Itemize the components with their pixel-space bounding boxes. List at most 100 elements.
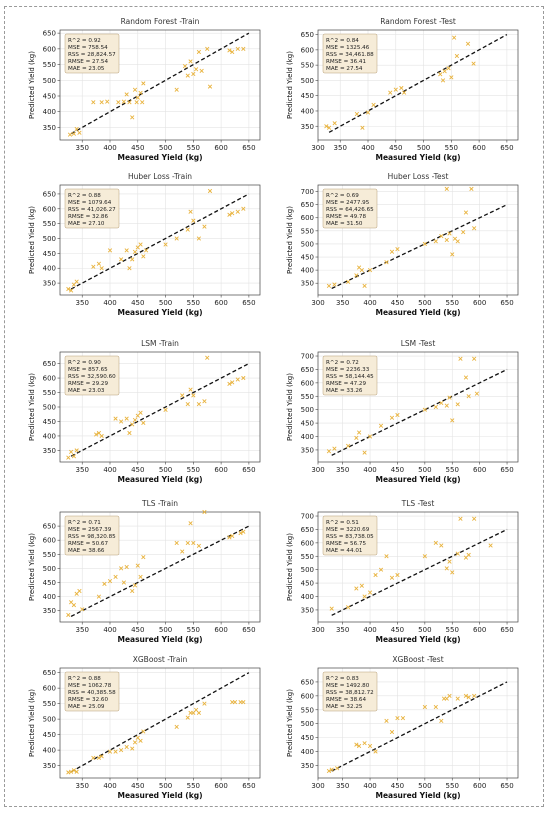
data-point-stroke [455,402,460,407]
data-point-stroke [141,420,146,426]
data-point-stroke [202,701,207,706]
stats-text: RMSE = 27.54 [68,59,108,65]
x-tick-label: 450 [391,299,404,307]
y-axis-label: Predicted Yield (kg) [28,689,36,757]
data-point-stroke [454,53,460,59]
data-point-stroke [71,454,77,459]
data-point [96,755,102,760]
data-point [196,543,202,548]
data-point-stroke [185,227,190,232]
data-point-stroke [472,226,477,231]
data-point-stroke [116,100,121,105]
data-point-stroke [227,381,232,386]
data-point-stroke [196,49,202,55]
data-point [451,35,457,40]
y-tick-label: 650 [43,523,56,531]
y-tick-label: 650 [301,678,314,686]
data-point-stroke [193,707,199,712]
data-point [395,572,400,578]
data-point-stroke [77,588,82,594]
x-tick-label: 300 [311,782,324,790]
data-point-stroke [384,554,389,559]
data-point-stroke [66,286,71,292]
stats-text: RSS = 32,590.60 [68,374,116,380]
x-tick-label: 550 [446,466,459,474]
data-point [472,226,477,231]
data-point-stroke [326,449,332,454]
y-tick-label: 500 [301,406,314,414]
data-point [367,590,373,595]
data-point-stroke [359,583,364,588]
data-point-stroke [329,767,334,772]
data-point [191,218,196,223]
data-point-stroke [360,125,365,130]
data-point-stroke [373,749,378,754]
data-point [116,100,121,105]
data-point [180,549,185,554]
x-tick-label: 600 [473,626,486,634]
data-point [232,699,238,705]
chart-title: TLS -Train [141,499,178,508]
x-tick-label: 350 [76,626,89,634]
stats-box [64,33,120,74]
data-point [138,738,143,743]
data-point [354,742,359,747]
data-point [127,430,132,436]
y-tick-label: 400 [301,593,314,601]
x-tick-label: 600 [473,782,486,790]
x-axis-label: Measured Yield (kg) [117,153,202,162]
data-point-stroke [185,401,190,407]
stats-text: MSE = 1325.46 [326,45,370,51]
data-point [163,407,168,413]
data-point-stroke [188,387,193,392]
data-point [241,206,246,211]
data-point-stroke [241,375,246,381]
x-tick-label: 500 [418,626,431,634]
x-tick-label: 550 [446,299,459,307]
data-point [71,454,77,459]
stats-text: RMSE = 56.75 [326,541,366,547]
data-point-stroke [373,572,378,578]
data-point [121,580,127,585]
data-point [143,248,149,253]
data-point [68,769,74,774]
y-tick-label: 350 [43,124,56,132]
data-point [329,606,334,611]
y-tick-label: 400 [301,107,314,115]
data-point-stroke [332,121,337,126]
data-point-stroke [463,375,469,380]
data-point-stroke [141,555,146,560]
data-point-stroke [335,766,340,771]
data-point [124,92,129,97]
data-point [346,605,351,610]
data-point [196,710,202,716]
data-point-stroke [389,729,395,735]
data-point [118,566,124,571]
data-point-stroke [393,87,398,92]
data-point-stroke [124,744,129,750]
data-point [447,231,452,236]
data-point-stroke [188,209,193,214]
data-point-stroke [472,516,477,521]
reference-line [70,32,250,135]
data-point [442,69,447,74]
data-point [138,90,143,95]
y-axis-label: Predicted Yield (kg) [28,206,36,274]
data-point-stroke [444,237,449,243]
x-tick-label: 600 [473,299,486,307]
data-point [132,87,138,92]
x-tick-label: 500 [159,144,172,152]
data-point-stroke [235,46,240,51]
data-point [230,211,235,216]
x-tick-label: 350 [76,782,89,790]
data-point-stroke [450,418,455,423]
y-tick-label: 450 [301,92,314,100]
data-point-stroke [138,738,143,743]
data-point-stroke [66,770,71,775]
data-point-stroke [74,448,79,453]
data-point-stroke [354,273,359,278]
y-tick-label: 500 [301,720,314,728]
data-point-stroke [127,100,132,105]
data-point [188,209,193,214]
data-point [163,242,168,247]
